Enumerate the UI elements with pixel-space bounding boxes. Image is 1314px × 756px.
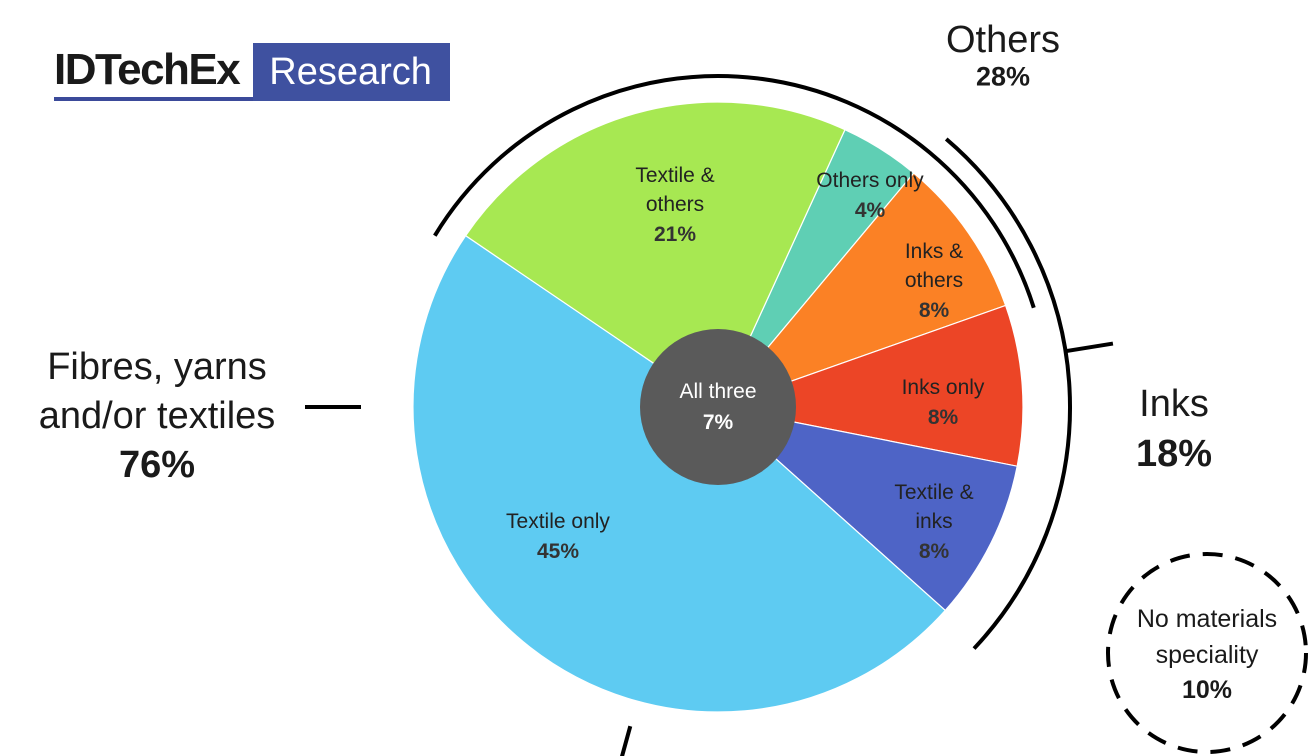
logo-tag: Research [253,43,450,101]
idtechex-logo: IDTechEx Research [54,43,450,101]
group-label-text: Fibres, yarns [47,346,267,388]
slice-value-text: 8% [928,406,959,429]
slice-value-text: 8% [919,299,950,322]
group-label-text: Others [946,19,1060,61]
center-label: All three [679,380,756,403]
slice-label-text: others [646,193,704,216]
group-label-text: Inks [1139,383,1209,425]
slice-value-text: 4% [855,199,886,222]
group-label-text: and/or textiles [39,395,276,437]
no-speciality-callout: No materials speciality 10% [1106,552,1308,754]
group-value-text: 76% [119,444,195,486]
pie-slices [412,101,1024,713]
label-others-only: Others only 4% [816,169,924,222]
label-inks-only: Inks only 8% [902,376,985,429]
group-value-text: 28% [976,61,1030,91]
label-textile-and-others: Textile & others 21% [635,164,714,246]
no-speciality-circle [1106,552,1308,754]
logo-wordmark: IDTechEx [54,43,254,101]
slice-value-text: 45% [537,540,579,563]
slice-inks-and-others [716,172,1007,409]
slice-textile-and-inks [715,405,1018,612]
slice-label-text: Others only [816,169,924,192]
slice-value-text: 8% [919,540,950,563]
group-inks: Inks 18% [1136,383,1212,475]
slice-value-text: 21% [654,223,696,246]
slice-label-text: Textile only [506,510,610,533]
label-inks-and-others: Inks & others 8% [905,240,963,322]
bracket-others [433,74,1036,309]
center-value: 7% [703,411,734,434]
leader-inks [1065,341,1114,354]
group-value-text: 18% [1136,433,1212,475]
center-all-three [640,329,796,485]
slice-textile-and-others [464,101,846,408]
group-brackets [305,74,1114,756]
group-fibres: Fibres, yarns and/or textiles 76% [39,346,276,486]
label-textile-only: Textile only 45% [506,510,610,563]
no-speciality-label: No materials [1137,605,1277,633]
slice-label-text: Textile & [894,481,973,504]
slice-inks-only [715,304,1024,467]
no-speciality-value: 10% [1182,676,1232,704]
no-speciality-label: speciality [1156,641,1259,669]
leader-others [620,725,633,756]
slice-label-text: Textile & [635,164,714,187]
slice-label-text: inks [915,510,952,533]
bracket-inks [944,137,1072,650]
slice-label-text: others [905,269,963,292]
slice-label-text: Inks & [905,240,963,263]
label-textile-and-inks: Textile & inks 8% [894,481,973,563]
slice-label-text: Inks only [902,376,985,399]
